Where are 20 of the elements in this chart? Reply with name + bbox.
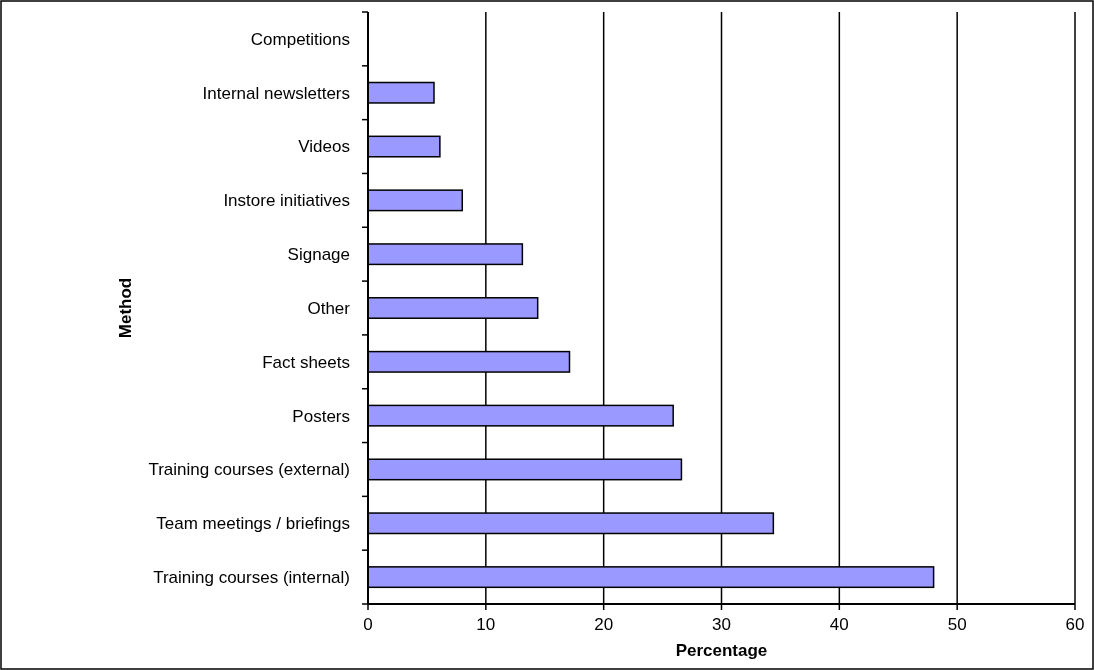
x-tick-label: 30 bbox=[712, 615, 731, 634]
y-tick-label: Fact sheets bbox=[262, 352, 350, 372]
y-tick-label: Training courses (internal) bbox=[153, 568, 350, 588]
x-tick-label: 10 bbox=[476, 615, 496, 634]
y-axis-title: Method bbox=[115, 277, 135, 339]
y-tick-label: Competitions bbox=[250, 29, 350, 49]
y-tick-label: Videos bbox=[298, 137, 350, 157]
x-tick-label: 50 bbox=[947, 615, 967, 634]
x-axis-title: Percentage bbox=[675, 641, 768, 660]
x-tick-label: 40 bbox=[829, 615, 849, 634]
x-tick-label: 60 bbox=[1065, 615, 1085, 634]
x-tick-label: 20 bbox=[594, 615, 614, 634]
y-tick-label: Signage bbox=[287, 245, 350, 265]
y-tick-label: Posters bbox=[292, 406, 350, 426]
y-tick-label: Internal newsletters bbox=[202, 83, 350, 103]
y-tick-label: Other bbox=[307, 298, 351, 318]
y-tick-label: Team meetings / briefings bbox=[156, 514, 350, 534]
y-tick-label: Training courses (external) bbox=[148, 460, 350, 480]
x-tick-label: 0 bbox=[363, 615, 373, 634]
y-tick-label: Instore initiatives bbox=[223, 191, 350, 211]
